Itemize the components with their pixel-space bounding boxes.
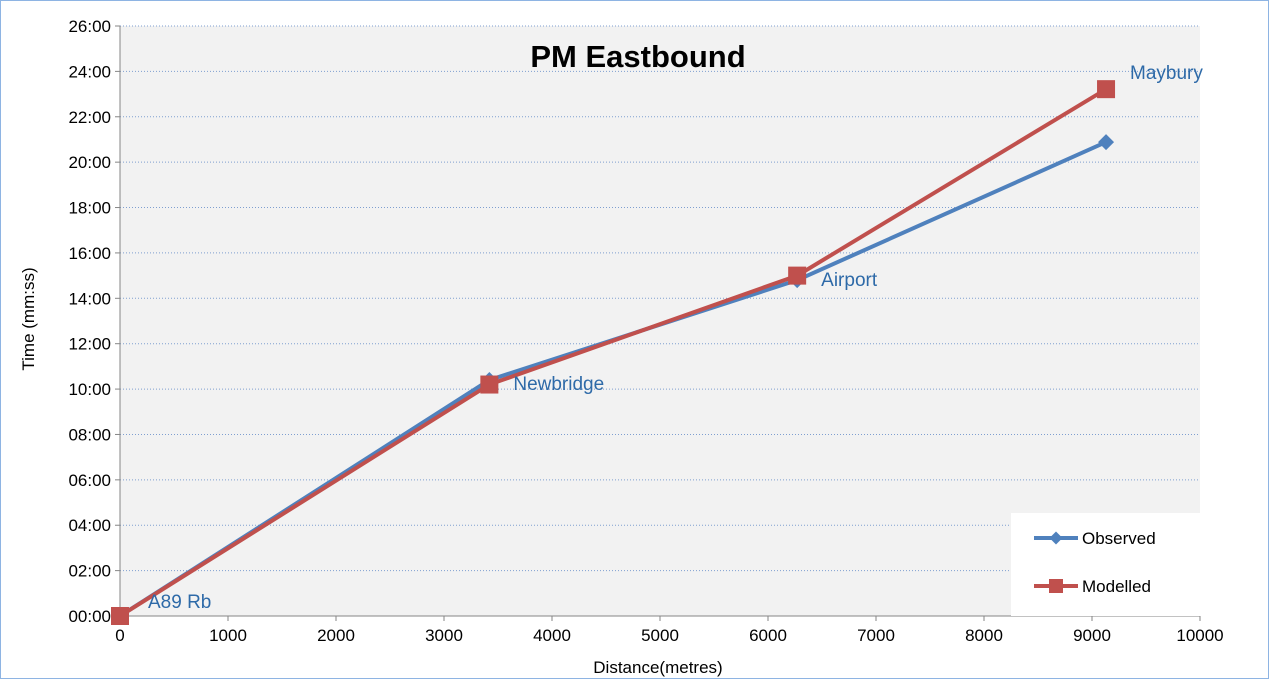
series-modelled [111, 80, 1116, 625]
y-tick-label: 20:00 [68, 153, 111, 172]
point-label: Airport [821, 270, 878, 291]
x-tick-label: 3000 [425, 626, 463, 645]
y-tick-label: 04:00 [68, 516, 111, 535]
x-tick-label: 2000 [317, 626, 355, 645]
y-tick-label: 24:00 [68, 62, 111, 81]
data-point-modelled [480, 375, 499, 394]
y-tick-label: 14:00 [68, 289, 111, 308]
y-tick-label: 18:00 [68, 199, 111, 218]
x-tick-label: 8000 [965, 626, 1003, 645]
x-tick-label: 5000 [641, 626, 679, 645]
x-tick-label: 10000 [1176, 626, 1223, 645]
y-tick-label: 26:00 [68, 17, 111, 36]
y-axis-title: Time (mm:ss) [19, 267, 38, 370]
x-tick-label: 0 [115, 626, 124, 645]
x-tick-label: 9000 [1073, 626, 1111, 645]
x-tick-label: 7000 [857, 626, 895, 645]
chart-title: PM Eastbound [530, 39, 745, 74]
legend-marker-observed [1049, 531, 1063, 545]
grid-lines [120, 25, 1200, 572]
legend-box [1011, 513, 1200, 616]
x-tick-label: 4000 [533, 626, 571, 645]
point-label: Maybury [1130, 63, 1203, 84]
data-point-modelled [1097, 80, 1116, 99]
axis-ticks: 00:00 02:00 04:00 06:00 08:00 10:00 12:00 14:00… [68, 17, 1223, 645]
x-axis-title: Distance(metres) [593, 658, 722, 677]
data-point-modelled [788, 266, 807, 285]
y-tick-label: 06:00 [68, 471, 111, 490]
legend-label-observed: Observed [1082, 529, 1156, 548]
y-tick-label: 08:00 [68, 425, 111, 444]
point-label: A89 Rb [148, 592, 211, 613]
x-tick-label: 6000 [749, 626, 787, 645]
x-tick-label: 1000 [209, 626, 247, 645]
series-layer [111, 80, 1116, 625]
legend: Observed Modelled [1011, 513, 1200, 616]
point-labels: A89 Rb Newbridge Airport Maybury [148, 63, 1203, 613]
y-tick-label: 00:00 [68, 607, 111, 626]
y-tick-label: 10:00 [68, 380, 111, 399]
data-point-modelled [111, 607, 129, 625]
series-line-modelled [118, 87, 1108, 618]
y-tick-label: 12:00 [68, 335, 111, 354]
legend-entries: Observed Modelled [1034, 529, 1156, 596]
y-tick-label: 02:00 [68, 562, 111, 581]
legend-label-modelled: Modelled [1082, 577, 1151, 596]
y-tick-label: 22:00 [68, 108, 111, 127]
legend-marker-modelled [1049, 579, 1063, 593]
point-label: Newbridge [513, 374, 604, 395]
data-point-observed [1098, 134, 1115, 151]
y-tick-label: 16:00 [68, 244, 111, 263]
